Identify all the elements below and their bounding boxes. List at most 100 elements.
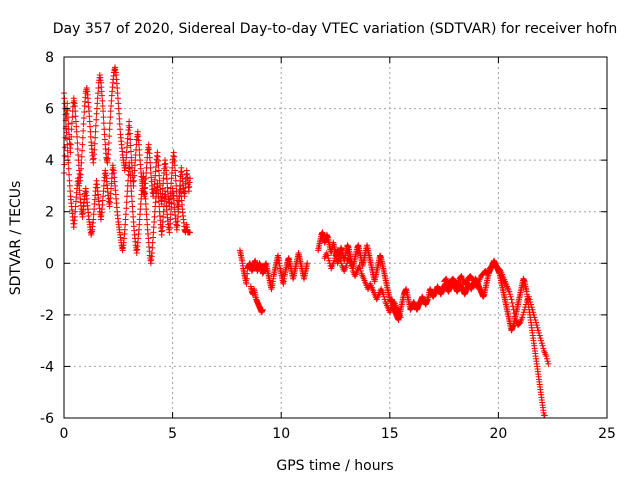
data-point: [336, 252, 343, 259]
data-point: [143, 206, 150, 213]
data-point: [107, 114, 114, 121]
data-point: [331, 255, 338, 262]
data-point: [509, 303, 516, 310]
data-point: [100, 188, 107, 195]
data-point: [334, 247, 341, 254]
data-point: [529, 306, 536, 313]
data-point: [160, 203, 167, 210]
data-point: [507, 293, 514, 300]
data-point: [95, 90, 102, 97]
data-point: [172, 172, 179, 179]
data-point: [105, 146, 112, 153]
data-point: [79, 141, 86, 148]
data-point: [66, 171, 73, 178]
data-point: [338, 260, 345, 267]
data-point: [90, 211, 97, 218]
data-point: [349, 265, 356, 272]
data-point: [101, 126, 108, 133]
data-point: [65, 159, 72, 166]
data-point: [530, 309, 537, 316]
data-point: [168, 200, 175, 207]
data-point: [114, 95, 121, 102]
y-tick-labels: -6 -4 -2 0 2 4 6 8: [40, 50, 54, 427]
data-point: [75, 157, 82, 164]
data-point: [537, 335, 544, 342]
data-point: [168, 170, 175, 177]
data-point: [148, 249, 155, 256]
data-point: [92, 134, 99, 141]
data-point: [122, 211, 129, 218]
data-point: [167, 211, 174, 218]
data-point: [121, 226, 128, 233]
data-point: [143, 211, 150, 218]
x-tick-labels: 0 5 10 15 20 25: [60, 426, 616, 442]
data-point: [129, 198, 136, 205]
data-point: [63, 135, 70, 142]
data-point: [159, 219, 166, 226]
data-point: [99, 102, 106, 109]
data-point: [323, 249, 330, 256]
data-point: [168, 206, 175, 213]
data-point: [61, 100, 68, 107]
data-point: [106, 133, 113, 140]
data-point: [243, 280, 250, 287]
data-point: [66, 182, 73, 189]
data-point: [100, 108, 107, 115]
data-point: [116, 121, 123, 128]
data-point: [71, 213, 78, 220]
data-point: [506, 291, 513, 298]
data-point: [533, 322, 540, 329]
data-point: [544, 358, 551, 365]
data-point: [79, 134, 86, 141]
data-point: [129, 208, 136, 215]
data-point: [244, 270, 251, 277]
x-tick-label: 5: [168, 426, 177, 442]
data-point: [72, 203, 79, 210]
y-axis-label: SDTVAR / TECUs: [8, 181, 24, 296]
data-point: [337, 257, 344, 264]
data-point: [137, 206, 144, 213]
data-point: [135, 141, 142, 148]
data-point: [72, 108, 79, 115]
y-tick-label: 2: [45, 205, 54, 221]
data-point: [123, 199, 130, 206]
data-point: [520, 311, 527, 318]
y-tick-label: 8: [45, 50, 54, 66]
data-point: [535, 329, 542, 336]
data-point: [532, 317, 539, 324]
data-point: [100, 193, 107, 200]
data-point: [149, 239, 156, 246]
data-point: [80, 115, 87, 122]
data-point: [141, 185, 148, 192]
data-point: [87, 123, 94, 130]
data-point: [115, 105, 122, 112]
data-point: [86, 118, 93, 125]
x-tick-label: 15: [381, 426, 399, 442]
data-point: [99, 92, 106, 99]
data-point: [534, 324, 541, 331]
data-point: [496, 267, 503, 274]
data-point: [167, 216, 174, 223]
data-point: [108, 180, 115, 187]
data-point: [94, 100, 101, 107]
data-point: [68, 126, 75, 133]
data-point: [150, 224, 157, 231]
data-point: [93, 110, 100, 117]
data-point: [243, 275, 250, 282]
data-point: [510, 306, 517, 313]
data-point: [127, 177, 134, 184]
data-point: [131, 162, 138, 169]
data-point: [348, 262, 355, 269]
data-point: [175, 213, 182, 220]
data-point: [129, 203, 136, 210]
data-point: [141, 180, 148, 187]
data-point: [116, 110, 123, 117]
data-point: [381, 296, 388, 303]
data-point: [527, 298, 534, 305]
data-point: [127, 148, 134, 155]
x-tick-label: 0: [60, 426, 69, 442]
data-point: [525, 293, 532, 300]
data-point: [72, 208, 79, 215]
data-point: [74, 145, 81, 152]
data-point: [543, 353, 550, 360]
